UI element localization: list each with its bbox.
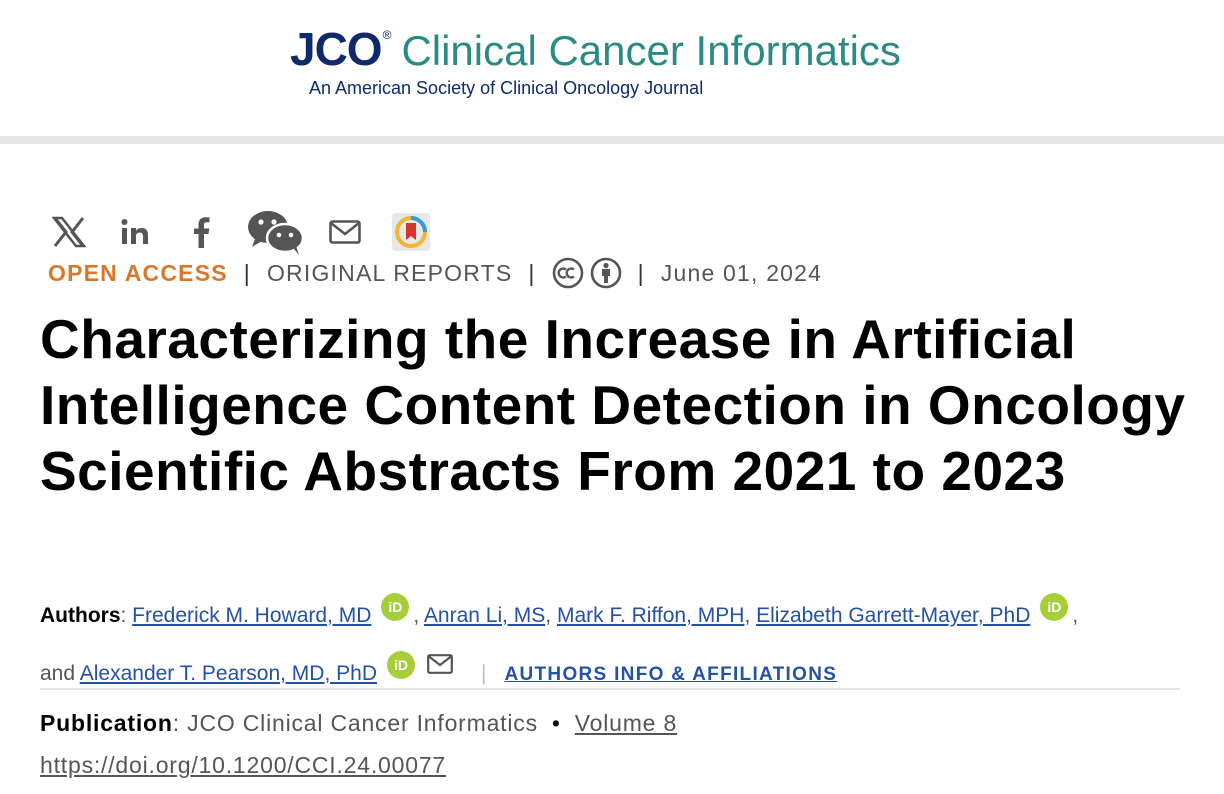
mendeley-icon[interactable] [390, 211, 432, 253]
authors-info-affiliations-link[interactable]: AUTHORS INFO & AFFILIATIONS [504, 664, 838, 685]
journal-logo[interactable]: JCO ® Clinical Cancer Informatics [290, 22, 901, 82]
publication-info: Publication: JCO Clinical Cancer Informa… [40, 710, 678, 736]
author-link[interactable]: Frederick M. Howard, MD [132, 604, 372, 627]
meta-separator: | [637, 259, 645, 286]
corresponding-email-icon[interactable] [427, 642, 453, 694]
author-link[interactable]: Alexander T. Pearson, MD, PhD [79, 662, 377, 685]
attribution-icon[interactable] [590, 257, 622, 289]
article-type: ORIGINAL REPORTS [266, 259, 513, 286]
creative-commons-icon[interactable] [552, 257, 584, 289]
meta-separator: | [243, 259, 251, 286]
meta-separator: | [528, 259, 536, 286]
section-divider [40, 688, 1180, 690]
authors-and: and [40, 662, 76, 685]
authors-label: Authors [40, 604, 121, 627]
license-icons[interactable] [552, 257, 622, 289]
x-icon[interactable] [48, 211, 90, 253]
email-icon[interactable] [324, 211, 366, 253]
facebook-icon[interactable] [180, 211, 222, 253]
doi-link[interactable]: https://doi.org/10.1200/CCI.24.00077 [40, 752, 447, 778]
authors-block: Authors: Frederick M. Howard, MD iD, Anra… [40, 590, 1190, 701]
authors-separator: | [481, 662, 487, 685]
authors-colon: : [120, 604, 133, 627]
orcid-icon[interactable]: iD [1040, 593, 1069, 621]
linkedin-icon[interactable] [114, 211, 156, 253]
orcid-icon[interactable]: iD [387, 651, 415, 679]
publication-label: Publication [40, 710, 173, 736]
logo-jco: JCO [290, 23, 383, 75]
bullet-separator: • [551, 710, 561, 736]
article-title: Characterizing the Increase in Artificia… [40, 308, 1186, 502]
header-divider-bar [0, 136, 1224, 144]
site-header: JCO ® Clinical Cancer Informatics An Ame… [0, 0, 1224, 136]
journal-name: JCO Clinical Cancer Informatics [187, 710, 538, 736]
author-link[interactable]: Elizabeth Garrett-Mayer, PhD [756, 604, 1031, 627]
volume-link[interactable]: Volume 8 [574, 710, 678, 736]
open-access-badge: OPEN ACCESS [48, 259, 228, 286]
orcid-icon[interactable]: iD [381, 593, 410, 621]
author-link[interactable]: Mark F. Riffon, MPH [556, 604, 745, 627]
logo-journal-name: Clinical Cancer Informatics [401, 27, 901, 74]
logo-subtitle: An American Society of Clinical Oncology… [309, 78, 704, 98]
publication-date: June 01, 2024 [660, 259, 823, 286]
logo-registered-mark: ® [382, 28, 392, 42]
share-toolbar [48, 207, 432, 257]
author-link[interactable]: Anran Li, MS [423, 604, 546, 627]
wechat-icon[interactable] [246, 211, 306, 255]
article-meta-row: OPEN ACCESS | ORIGINAL REPORTS | | June … [48, 257, 822, 289]
